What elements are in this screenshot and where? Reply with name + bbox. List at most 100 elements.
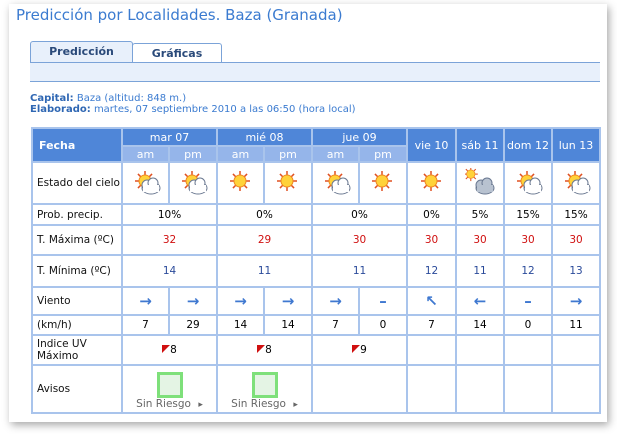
wind-direction-icon: – [503,286,553,316]
sun-cloud-icon [311,161,360,205]
sun-icon [216,161,265,205]
wind-direction-icon: → [168,286,218,316]
expand-arrow-icon[interactable]: ▸ [293,400,298,410]
tab-bar [30,62,600,82]
wind-direction-icon: ← [455,286,505,316]
temp-min: 11 [455,254,505,288]
precip-prob: 5% [455,203,505,226]
temp-max: 30 [455,224,505,256]
tabs: Predicción Gráficas [30,41,600,82]
tab-graficas[interactable]: Gráficas [132,43,222,62]
tab-prediccion[interactable]: Predicción [30,41,133,63]
precip-prob: 10% [121,203,218,226]
day-header: mié 08 [216,127,313,147]
cloud-icon [331,177,350,194]
wind-speed: 14 [455,314,505,336]
sun-cloud-icon [168,161,218,205]
pm-header: pm [263,145,313,163]
aviso-label: Sin Riesgo [136,398,191,410]
capital-value: Baza (altitud: 848 m.) [76,93,187,104]
row-label: T. Máxima (ºC) [31,224,123,256]
forecast-table: Fecha mar 07 mié 08 jue 09 vie 10 sáb 11… [31,127,601,414]
temp-min: 14 [121,254,218,288]
row-label: Prob. precip. [31,203,123,226]
precip-prob: 0% [406,203,457,226]
wind-direction-icon: → [121,286,170,316]
uv-index: 9 [352,344,367,356]
row-label: Estado del cielo [31,161,123,205]
aviso-cell [311,364,408,414]
sun-icon [229,170,250,191]
day-header: lun 13 [551,127,601,163]
uv-cell: 8 [216,334,313,366]
sun-icon [420,170,441,191]
wind-speed: 7 [406,314,457,336]
temp-max: 30 [311,224,408,256]
cloud-sun-icon [455,161,505,205]
am-header: am [311,145,360,163]
pm-header: pm [168,145,218,163]
uv-cell [455,334,505,366]
row-label: Indice UV Máximo [31,334,123,366]
uv-index: 8 [162,344,177,356]
capital-label: Capital: [30,93,74,104]
sun-icon [358,161,408,205]
precip-prob: 15% [503,203,553,226]
cloud-icon [475,177,495,194]
wind-speed: 29 [168,314,218,336]
day-header: vie 10 [406,127,457,163]
expand-arrow-icon[interactable]: ▸ [198,400,203,410]
wind-speed: 14 [263,314,313,336]
precip-prob: 0% [216,203,313,226]
wind-direction-icon: ↖ [406,286,457,316]
wind-direction-icon: → [311,286,360,316]
wind-speed: 14 [216,314,265,336]
wind-direction-icon: → [263,286,313,316]
precip-prob: 15% [551,203,601,226]
cloud-icon [571,177,591,194]
wind-speed: 7 [121,314,170,336]
day-header: jue 09 [311,127,408,147]
wind-speed: 0 [503,314,553,336]
uv-cell [503,334,553,366]
temp-min: 11 [311,254,408,288]
uv-cell [551,334,601,366]
cloud-icon [188,177,208,194]
uv-cell: 8 [121,334,218,366]
wind-direction-icon: → [551,286,601,316]
wind-direction-icon: – [358,286,408,316]
sun-icon [263,161,313,205]
temp-min: 11 [216,254,313,288]
sun-cloud-icon [121,161,170,205]
elaborado-value: martes, 07 septiembre 2010 a las 06:50 (… [93,104,356,115]
uv-index: 8 [257,344,272,356]
row-label: T. Mínima (ºC) [31,254,123,288]
temp-max: 30 [551,224,601,256]
row-label: (km/h) [31,314,123,336]
wind-speed: 11 [551,314,601,336]
am-header: am [121,145,170,163]
pm-header: pm [358,145,408,163]
row-label: Viento [31,286,123,316]
aviso-cell [503,364,553,414]
page-title: Predicción por Localidades. Baza (Granad… [16,6,343,24]
risk-level-icon [156,372,183,398]
day-header: mar 07 [121,127,218,147]
cloud-icon [141,177,160,194]
meta-info: Capital: Baza (altitud: 848 m.) Elaborad… [30,93,356,115]
temp-min: 13 [551,254,601,288]
aviso-cell [455,364,505,414]
aviso-cell [551,364,601,414]
day-header: dom 12 [503,127,553,163]
aviso-cell[interactable]: Sin Riesgo ▸ [121,364,218,414]
cloud-icon [523,177,543,194]
precip-prob: 0% [311,203,408,226]
aviso-label: Sin Riesgo [231,398,286,410]
elaborado-label: Elaborado: [30,104,91,115]
temp-min: 12 [503,254,553,288]
aviso-cell[interactable]: Sin Riesgo ▸ [216,364,313,414]
sun-icon [372,170,392,191]
sun-icon [406,161,457,205]
temp-min: 12 [406,254,457,288]
temp-max: 32 [121,224,218,256]
